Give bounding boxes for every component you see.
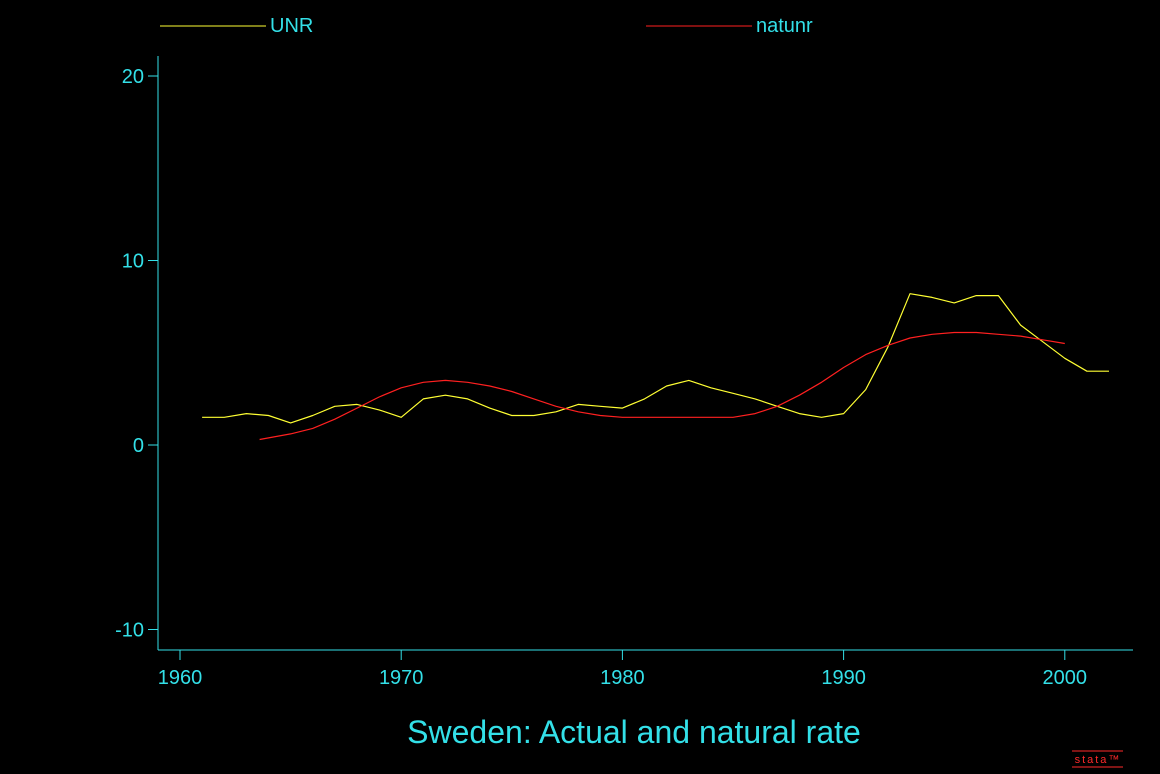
y-tick-label: 10: [122, 251, 144, 273]
x-tick-label: 2000: [1043, 667, 1088, 689]
stata-logo-text: stata™: [1075, 754, 1122, 766]
y-tick-label: 20: [122, 66, 144, 88]
y-tick-label: 0: [133, 435, 144, 457]
axes: [157, 56, 1133, 651]
x-tick-label: 1990: [821, 667, 866, 689]
x-tick-label: 1960: [158, 667, 203, 689]
series-line-unr: [202, 293, 1109, 424]
plot-series: [202, 293, 1109, 441]
x-tick-label: 1980: [600, 667, 645, 689]
y-ticks: -10 0 10 20: [115, 66, 158, 642]
series-line-natunr: [259, 331, 1065, 441]
legend: UNR natunr: [160, 15, 813, 37]
stata-logo: stata™: [1072, 750, 1123, 768]
legend-label-unr: UNR: [270, 15, 313, 37]
x-tick-label: 1970: [379, 667, 424, 689]
x-ticks: 1960 1970 1980 1990 2000: [158, 650, 1087, 689]
y-tick-label: -10: [115, 620, 144, 642]
chart-title: Sweden: Actual and natural rate: [407, 714, 861, 750]
legend-label-natunr: natunr: [756, 15, 813, 37]
